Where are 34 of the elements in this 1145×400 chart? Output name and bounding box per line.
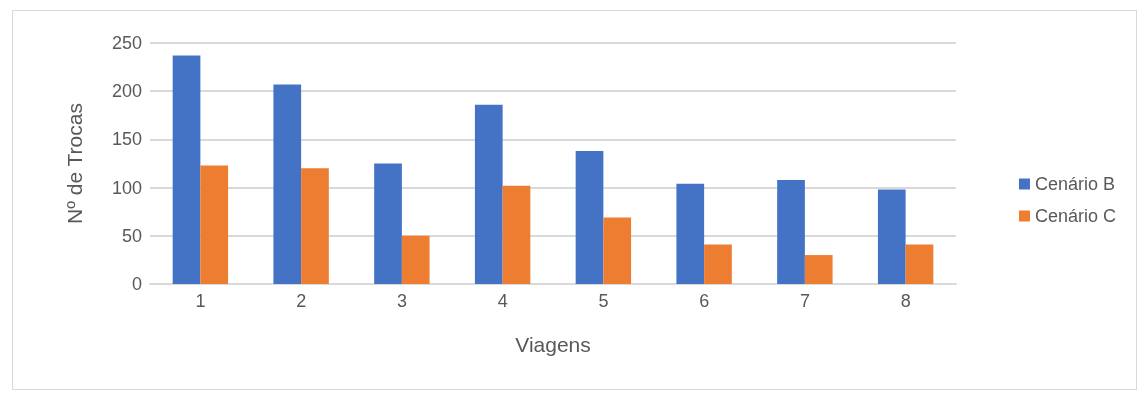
x-tick-label: 6 <box>699 291 710 311</box>
bar <box>704 244 732 284</box>
y-tick-label: 50 <box>121 225 142 246</box>
bar <box>575 150 604 284</box>
bar <box>905 244 934 284</box>
bar <box>301 168 329 284</box>
x-tick-label: 3 <box>396 291 407 311</box>
bar <box>676 183 705 284</box>
bar <box>273 84 302 284</box>
y-tick-label: 200 <box>111 81 142 102</box>
y-tick-label: 0 <box>131 274 142 294</box>
y-tick-label: 100 <box>111 177 142 198</box>
bar <box>374 163 402 284</box>
bar <box>777 179 805 284</box>
bar <box>401 235 430 284</box>
x-tick-label: 5 <box>598 291 609 311</box>
bar <box>804 255 833 284</box>
bar <box>172 55 201 284</box>
y-tick-label: 150 <box>111 129 142 150</box>
x-tick-label: 2 <box>296 291 307 311</box>
x-axis-title: Viagens <box>515 333 591 356</box>
bar <box>502 185 531 284</box>
legend-label: Cenário C <box>1034 206 1117 226</box>
bar <box>877 189 906 284</box>
x-tick-label: 1 <box>195 291 206 311</box>
x-tick-label: 8 <box>900 291 911 311</box>
bar <box>200 165 229 284</box>
bar <box>603 217 632 284</box>
legend-label: Cenário B <box>1034 174 1116 194</box>
x-tick-label: 4 <box>497 291 508 311</box>
y-axis-title: Nº de Trocas <box>63 103 86 224</box>
y-tick-label: 250 <box>111 33 142 53</box>
x-tick-label: 7 <box>799 291 810 311</box>
bar <box>474 104 503 284</box>
